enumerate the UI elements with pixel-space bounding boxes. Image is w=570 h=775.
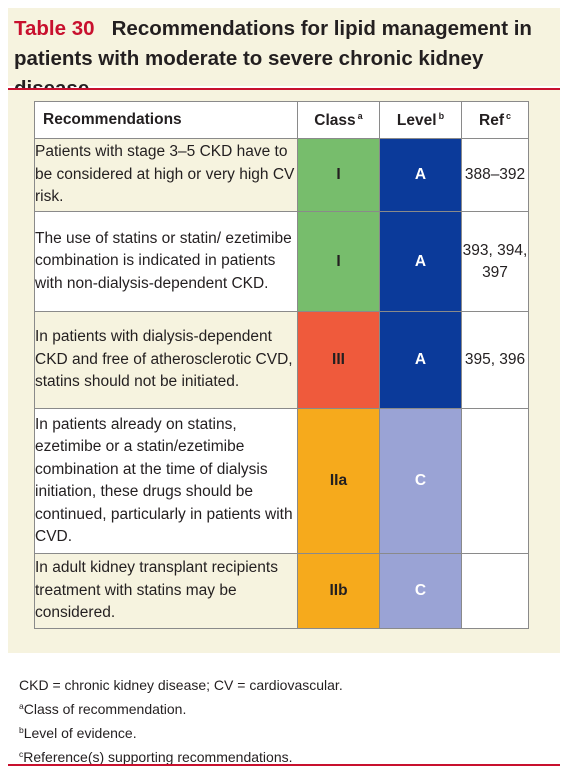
class-cell: III xyxy=(297,311,380,409)
footnote-b: bLevel of evidence. xyxy=(19,725,137,741)
level-cell: A xyxy=(379,311,462,409)
class-cell: I xyxy=(297,138,380,212)
ref-cell xyxy=(461,408,529,554)
table-title: Table 30 Recommendations for lipid manag… xyxy=(14,14,554,104)
level-cell: C xyxy=(379,553,462,629)
bottom-divider xyxy=(8,764,560,766)
header-ref-note: c xyxy=(505,110,511,121)
recommendation-text: In patients with dialysis-dependent CKD … xyxy=(34,311,298,409)
table-row: The use of statins or statin/ ezetimibe … xyxy=(34,211,529,312)
level-cell: C xyxy=(379,408,462,554)
recommendation-text: In patients already on statins, ezetimib… xyxy=(34,408,298,554)
recommendations-table: Recommendations Class a Level b Ref c Patie… xyxy=(34,101,529,629)
recommendation-text: In adult kidney transplant recipients tr… xyxy=(34,553,298,629)
class-cell: I xyxy=(297,211,380,312)
class-cell: IIa xyxy=(297,408,380,554)
table-title-text: Recommendations for lipid management in … xyxy=(14,17,532,100)
ref-cell xyxy=(461,553,529,629)
footnote-abbreviations: CKD = chronic kidney disease; CV = cardi… xyxy=(19,677,343,693)
ref-cell: 393, 394, 397 xyxy=(461,211,529,312)
table-row: Patients with stage 3–5 CKD have to be c… xyxy=(34,138,529,212)
header-recommendations: Recommendations xyxy=(34,101,298,139)
level-cell: A xyxy=(379,211,462,312)
footnotes: CKD = chronic kidney disease; CV = cardi… xyxy=(19,675,343,768)
header-level-note: b xyxy=(438,110,445,121)
footnote-c: cReference(s) supporting recommendations… xyxy=(19,749,293,765)
table-row: In patients already on statins, ezetimib… xyxy=(34,408,529,554)
table-number: Table 30 xyxy=(14,17,95,40)
table-header-row: Recommendations Class a Level b Ref c xyxy=(34,101,529,139)
recommendation-text: Patients with stage 3–5 CKD have to be c… xyxy=(34,138,298,212)
title-box xyxy=(8,8,560,86)
header-ref: Ref c xyxy=(461,101,529,139)
header-class-note: a xyxy=(357,110,363,121)
top-divider xyxy=(8,88,560,90)
ref-cell: 388–392 xyxy=(461,138,529,212)
footnote-a: aClass of recommendation. xyxy=(19,701,187,717)
header-class: Class a xyxy=(297,101,380,139)
table-row: In patients with dialysis-dependent CKD … xyxy=(34,311,529,409)
table-row: In adult kidney transplant recipients tr… xyxy=(34,553,529,629)
header-level: Level b xyxy=(379,101,462,139)
level-cell: A xyxy=(379,138,462,212)
class-cell: IIb xyxy=(297,553,380,629)
ref-cell: 395, 396 xyxy=(461,311,529,409)
recommendation-text: The use of statins or statin/ ezetimibe … xyxy=(34,211,298,312)
